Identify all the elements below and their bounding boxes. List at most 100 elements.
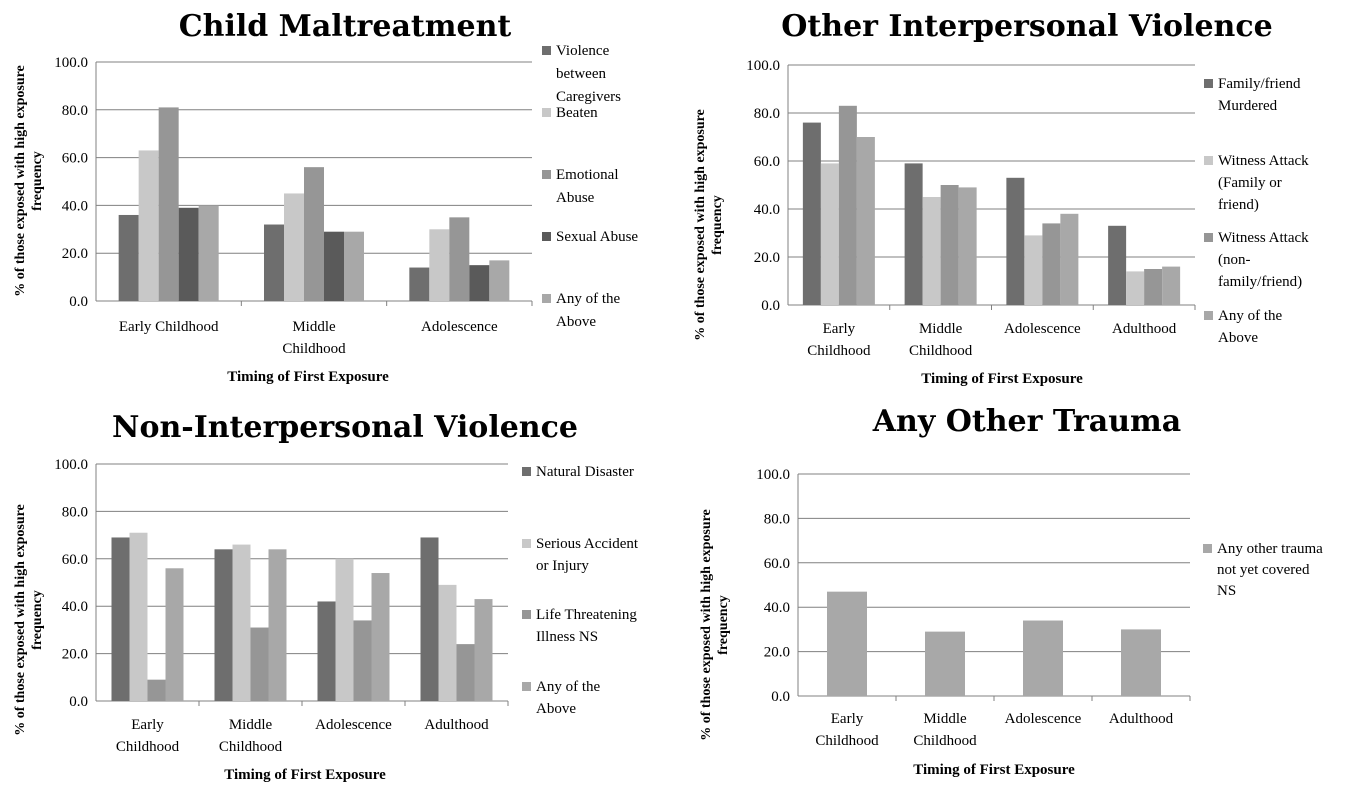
legend-label: Above [536,701,576,717]
bar [409,267,430,301]
bar [250,627,269,701]
legend-swatch [542,108,551,117]
legend-label: Violence [556,43,610,59]
y-tick-label: 20.0 [62,246,88,262]
bar [178,207,199,301]
x-tick-label: Childhood [909,343,973,359]
bar [1023,620,1063,696]
bar [284,193,304,301]
y-tick-label: 100.0 [746,58,780,74]
bar [856,137,875,305]
legend-label: Natural Disaster [536,464,634,480]
legend-swatch [542,232,551,241]
bar [232,544,251,701]
y-tick-label: 100.0 [54,457,88,473]
bar [1162,266,1181,305]
bar [138,150,159,301]
y-axis-title: % of those exposed with high exposure fre… [693,109,725,341]
legend-swatch [522,467,531,476]
bar [1006,177,1025,305]
bar [429,229,450,301]
bar [958,187,977,305]
y-tick-label: 40.0 [62,198,88,214]
bar [324,231,344,301]
y-tick-label: 80.0 [62,504,88,520]
legend-label: Witness Attack [1218,153,1309,169]
bar [827,591,867,696]
legend-label: Any of the [536,679,600,695]
x-tick-label: Middle [919,321,963,337]
legend-swatch [1204,79,1213,88]
y-tick-label: 60.0 [62,151,88,167]
bar [802,122,821,305]
bar [449,217,470,301]
bar [335,558,354,701]
legend-swatch [1204,311,1213,320]
bar [353,620,372,701]
legend-swatch [542,170,551,179]
y-tick-label: 40.0 [764,600,790,616]
y-axis-title: % of those exposed with high exposure fre… [13,65,45,297]
legend-label: (Family or [1218,175,1282,191]
legend-label: Family/friend [1218,76,1301,92]
x-tick-label: Adolescence [1004,321,1081,337]
y-tick-label: 0.0 [761,298,780,314]
legend-label: Any of the [1218,308,1282,324]
y-axis-title: % of those exposed with high exposure fre… [699,509,731,741]
chart-title: Other Interpersonal Violence [781,9,1272,44]
chart-panel-2: Other Interpersonal Violence 0.0 20.0 40.0 6… [693,9,1309,387]
legend-swatch [1203,544,1212,553]
legend-label: Witness Attack [1218,230,1309,246]
chart-title: Child Maltreatment [179,9,512,44]
y-tick-label: 100.0 [54,55,88,71]
bar [264,224,284,301]
x-tick-label: Childhood [116,739,180,755]
legend-label: Any of the [556,291,620,307]
y-tick-label: 20.0 [764,645,790,661]
x-tick-label: Early [131,717,164,733]
bar [165,568,184,701]
bar [1042,223,1061,305]
bar [1144,269,1163,305]
legend-label: Abuse [556,190,595,206]
x-axis-title: Timing of First Exposure [921,371,1083,387]
bar [489,260,510,301]
bar [1024,235,1043,305]
bar [922,197,941,305]
y-tick-label: 40.0 [754,202,780,218]
legend-label: family/friend) [1218,274,1302,290]
y-tick-label: 60.0 [754,154,780,170]
bar [158,107,179,301]
y-axis-title: % of those exposed with high exposure fre… [13,504,45,736]
bar [129,532,148,701]
legend-label: Serious Accident [536,536,639,552]
legend-label: NS [1217,583,1236,599]
legend-swatch [542,294,551,303]
bar [1060,213,1079,305]
legend-label: Any other trauma [1217,541,1323,557]
x-tick-label: Middle [923,711,967,727]
bar [214,549,233,701]
bar [469,265,490,301]
x-axis-title: Timing of First Exposure [913,762,1075,778]
legend-swatch [522,682,531,691]
bar [344,231,364,301]
legend-label: Above [1218,330,1258,346]
bar [268,549,287,701]
x-axis-title: Timing of First Exposure [224,767,386,783]
y-tick-label: 60.0 [62,552,88,568]
x-tick-label: Adulthood [1109,711,1174,727]
bar [456,644,475,701]
legend-swatch [542,46,551,55]
legend-swatch [1204,156,1213,165]
x-tick-label: Adolescence [1005,711,1082,727]
legend-label: Beaten [556,105,598,121]
bar [304,167,324,301]
y-tick-label: 80.0 [754,106,780,122]
x-tick-label: Middle [292,319,336,335]
bar [1108,225,1127,305]
legend-label: Above [556,314,596,330]
legend-label: Emotional [556,167,619,183]
y-tick-label: 20.0 [754,250,780,266]
